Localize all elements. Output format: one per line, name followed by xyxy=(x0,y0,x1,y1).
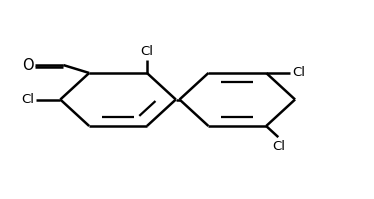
Text: Cl: Cl xyxy=(272,139,285,152)
Text: Cl: Cl xyxy=(292,66,305,79)
Text: Cl: Cl xyxy=(21,93,34,106)
Text: Cl: Cl xyxy=(141,45,153,58)
Text: O: O xyxy=(22,58,34,73)
